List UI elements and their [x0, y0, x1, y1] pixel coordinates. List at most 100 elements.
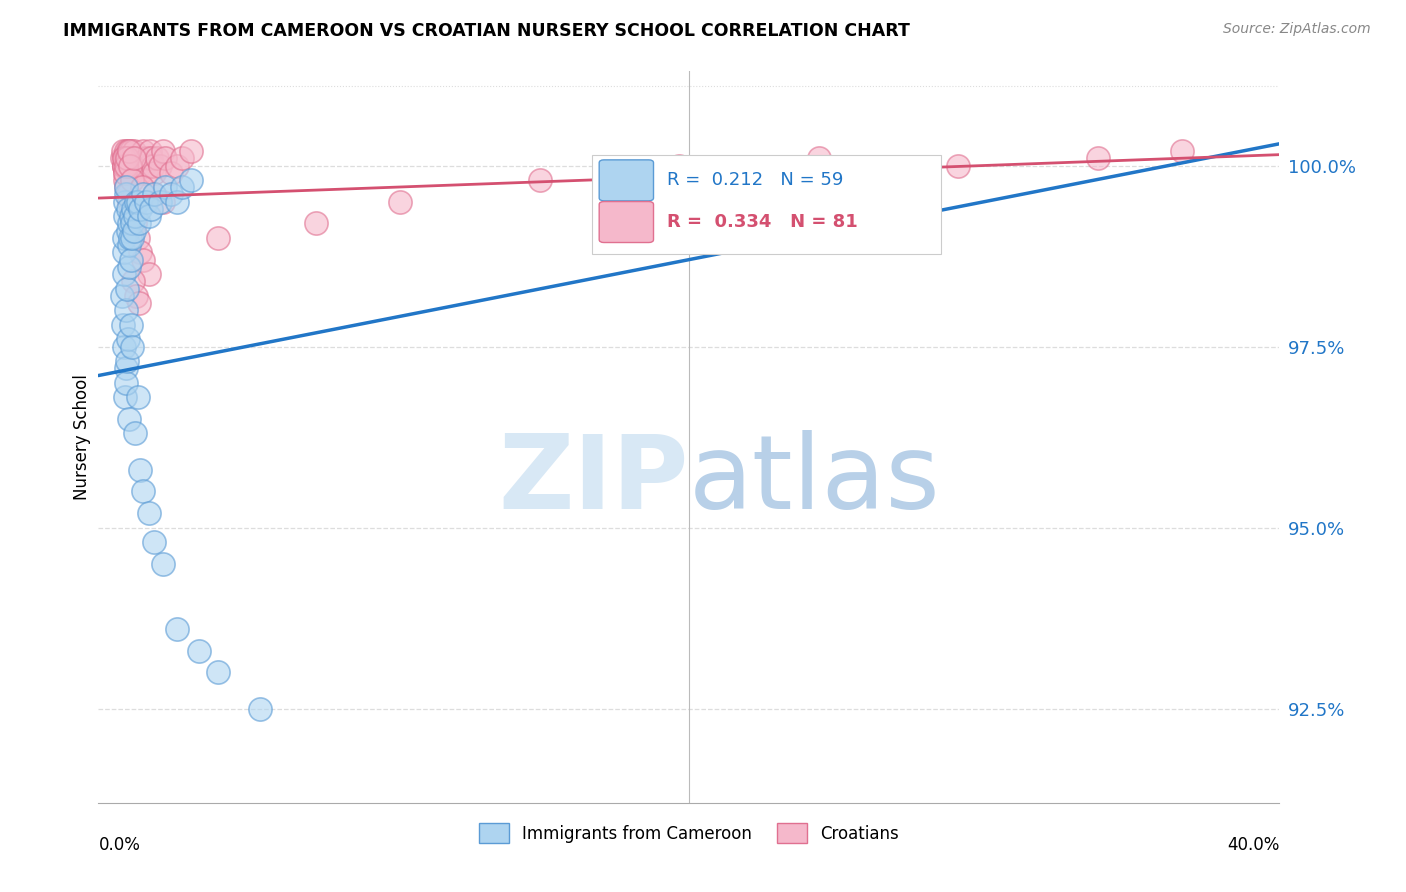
Point — [121, 166, 143, 180]
Point — [129, 245, 152, 260]
Point — [131, 151, 153, 165]
Point — [118, 159, 141, 173]
Point — [128, 159, 150, 173]
Point — [117, 202, 139, 216]
Point — [129, 202, 152, 216]
Point — [136, 151, 159, 165]
Point — [127, 194, 149, 209]
Point — [180, 144, 202, 158]
Point — [118, 159, 141, 173]
Point — [180, 173, 202, 187]
Point — [166, 194, 188, 209]
Point — [117, 260, 139, 274]
FancyBboxPatch shape — [592, 155, 941, 254]
Point — [117, 332, 139, 346]
Point — [115, 151, 138, 165]
Point — [118, 151, 141, 165]
Point — [138, 267, 160, 281]
Point — [120, 144, 142, 158]
Point — [128, 216, 150, 230]
Point — [112, 159, 135, 173]
FancyBboxPatch shape — [599, 202, 654, 243]
Point — [120, 318, 142, 332]
Point — [121, 231, 143, 245]
Point — [121, 216, 143, 230]
Point — [117, 144, 139, 158]
Text: R =  0.334   N = 81: R = 0.334 N = 81 — [666, 213, 858, 231]
Point — [155, 151, 177, 165]
Point — [118, 166, 141, 180]
Point — [668, 159, 690, 173]
Point — [141, 151, 163, 165]
Point — [127, 390, 149, 404]
Point — [122, 159, 145, 173]
FancyBboxPatch shape — [599, 160, 654, 201]
Point — [149, 159, 172, 173]
Point — [124, 426, 146, 441]
Point — [114, 361, 136, 376]
Point — [112, 267, 135, 281]
Point — [172, 151, 194, 165]
Point — [807, 151, 830, 165]
Point — [114, 209, 136, 223]
Point — [112, 340, 135, 354]
Point — [125, 194, 148, 209]
Point — [117, 159, 139, 173]
Point — [132, 252, 155, 267]
Point — [114, 390, 136, 404]
Point — [139, 144, 162, 158]
Point — [115, 180, 138, 194]
Point — [115, 303, 138, 318]
Point — [118, 412, 141, 426]
Point — [149, 194, 172, 209]
Point — [129, 166, 152, 180]
Point — [152, 194, 174, 209]
Point — [115, 180, 138, 194]
Point — [132, 144, 155, 158]
Point — [115, 151, 138, 165]
Text: 0.0%: 0.0% — [98, 836, 141, 854]
Point — [529, 173, 551, 187]
Point — [146, 151, 169, 165]
Point — [155, 180, 177, 194]
Point — [111, 289, 134, 303]
Text: Source: ZipAtlas.com: Source: ZipAtlas.com — [1223, 22, 1371, 37]
Text: R =  0.212   N = 59: R = 0.212 N = 59 — [666, 171, 842, 189]
Point — [115, 282, 138, 296]
Point — [141, 202, 163, 216]
Text: atlas: atlas — [689, 431, 941, 532]
Point — [122, 224, 145, 238]
Point — [134, 159, 156, 173]
Point — [143, 166, 166, 180]
Point — [114, 166, 136, 180]
Point — [152, 557, 174, 571]
Point — [117, 224, 139, 238]
Point — [112, 151, 135, 165]
Point — [948, 159, 970, 173]
Point — [121, 340, 143, 354]
Point — [118, 231, 141, 245]
Point — [118, 194, 141, 209]
Point — [115, 151, 138, 165]
Point — [1170, 144, 1192, 158]
Point — [115, 159, 138, 173]
Point — [114, 166, 136, 180]
Point — [117, 144, 139, 158]
Point — [249, 701, 271, 715]
Point — [112, 159, 135, 173]
Point — [121, 151, 143, 165]
Point — [114, 173, 136, 187]
Point — [118, 238, 141, 252]
Point — [114, 194, 136, 209]
Point — [111, 151, 134, 165]
Point — [166, 622, 188, 636]
Point — [122, 144, 145, 158]
Point — [114, 144, 136, 158]
Point — [121, 209, 143, 223]
Point — [138, 506, 160, 520]
Point — [143, 187, 166, 202]
Point — [143, 187, 166, 202]
Point — [122, 274, 145, 288]
Point — [128, 296, 150, 310]
Point — [127, 231, 149, 245]
